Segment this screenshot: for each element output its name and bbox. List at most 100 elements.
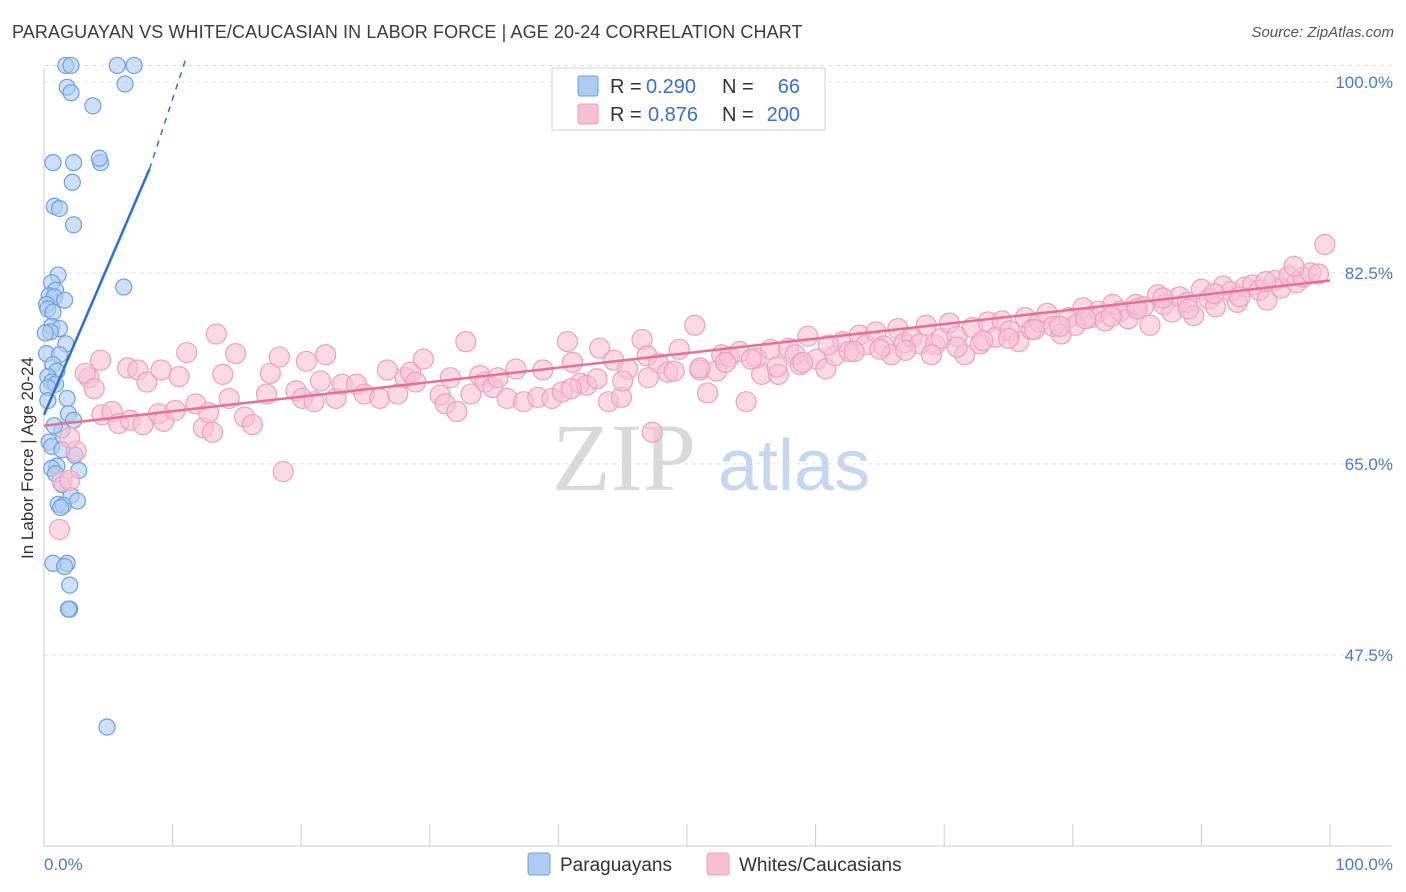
legend-n-label-whites: N =: [722, 104, 754, 126]
point-s1-86: [684, 314, 706, 336]
point-s1-48: [376, 359, 398, 381]
point-s1-56: [439, 367, 461, 389]
point-s1-26: [201, 421, 224, 443]
point-s1-30: [225, 343, 247, 365]
point-s1-199: [560, 377, 582, 400]
legend-n-label-paraguayans: N =: [722, 76, 754, 98]
point-s0-3: [125, 56, 143, 75]
point-s1-7: [83, 377, 105, 400]
point-s0-15: [64, 216, 83, 234]
point-s1-188: [843, 340, 865, 363]
point-s1-47: [369, 387, 391, 410]
point-s0-9: [64, 154, 83, 172]
point-s1-22: [176, 341, 198, 364]
point-s0-61: [98, 718, 116, 736]
point-s1-182: [997, 327, 1020, 349]
trend-line-paraguayans-extension: [148, 59, 187, 170]
point-s1-186: [895, 339, 917, 361]
y-tick-labels: 100.0% 82.5% 65.0% 47.5%: [1335, 73, 1393, 665]
x-tick-label-1: 100.0%: [1335, 855, 1393, 874]
point-s1-36: [272, 460, 294, 483]
point-s1-63: [487, 367, 509, 389]
point-s1-194: [689, 357, 711, 379]
point-s1-185: [920, 344, 942, 366]
point-s1-0: [48, 518, 71, 541]
y-tick-label-2: 65.0%: [1345, 455, 1393, 474]
point-s1-189: [817, 334, 840, 356]
series-legend-swatch-whites: [706, 852, 730, 876]
point-s0-22: [55, 291, 74, 309]
legend-r-value-paraguayans: 0.290: [646, 76, 696, 98]
point-s0-64: [64, 411, 83, 429]
point-s1-2: [59, 469, 81, 491]
point-s1-32: [241, 414, 263, 436]
point-s1-88: [696, 382, 719, 404]
series-legend-swatch-paraguayans: [527, 852, 551, 876]
y-tick-label-3: 47.5%: [1345, 646, 1393, 665]
point-s1-42: [315, 344, 337, 366]
point-s1-180: [1049, 315, 1071, 337]
point-s1-57: [446, 400, 468, 423]
x-tick-labels: 0.0% 100.0%: [44, 855, 1393, 874]
point-s0-51: [68, 492, 87, 510]
source-credit: Source: ZipAtlas.com: [1251, 24, 1394, 41]
point-s1-21: [168, 365, 190, 388]
point-s1-101: [797, 325, 819, 347]
legend-r-label-paraguayans: R =: [610, 76, 642, 98]
point-s1-65: [505, 358, 527, 380]
trend-line-whites: [43, 279, 1331, 427]
point-s1-187: [869, 338, 891, 360]
point-s0-18: [115, 278, 133, 296]
point-s1-58: [455, 331, 477, 353]
point-s1-93: [735, 391, 757, 413]
legend-swatch-paraguayans: [577, 75, 599, 97]
point-s1-171: [1283, 255, 1305, 277]
point-s1-28: [212, 363, 234, 385]
scatter-points: [36, 56, 1336, 736]
y-tick-label-1: 82.5%: [1345, 264, 1393, 283]
point-s1-192: [740, 348, 762, 370]
point-s1-175: [1177, 298, 1200, 320]
point-s0-60: [59, 600, 78, 618]
legend-r-value-whites: 0.876: [648, 104, 698, 126]
point-s0-58: [61, 576, 79, 594]
point-s1-39: [295, 350, 317, 372]
point-s1-72: [561, 351, 584, 373]
point-s1-16: [136, 371, 158, 393]
point-s0-12: [63, 173, 81, 191]
series-legend-label-paraguayans: Paraguayans: [560, 855, 672, 876]
y-tick-label-0: 100.0%: [1335, 73, 1393, 92]
point-s0-54: [52, 498, 70, 517]
point-s1-146: [1139, 314, 1161, 336]
point-s1-179: [1075, 308, 1097, 330]
point-s1-169: [1307, 263, 1330, 285]
trend-lines: [42, 59, 1331, 427]
point-s0-7: [84, 97, 102, 115]
point-s1-53: [412, 348, 434, 370]
point-s1-9: [89, 349, 112, 371]
point-s0-2: [108, 56, 126, 75]
legend-swatch-whites: [577, 103, 599, 125]
point-s1-196: [637, 367, 660, 389]
x-tick-label-0: 0.0%: [44, 855, 83, 874]
point-s1-27: [205, 323, 227, 345]
point-s1-181: [1023, 319, 1045, 341]
point-s1-198: [586, 368, 608, 390]
point-s1-195: [663, 360, 685, 382]
y-axis-label: In Labor Force | Age 20-24: [18, 357, 37, 559]
point-s0-1: [62, 56, 80, 75]
point-s1-190: [792, 351, 814, 373]
point-s1-59: [460, 383, 482, 405]
point-s1-197: [612, 370, 634, 392]
chart-title: PARAGUAYAN VS WHITE/CAUCASIAN IN LABOR F…: [12, 22, 803, 42]
point-s0-29: [36, 324, 54, 342]
point-s1-75: [588, 337, 611, 359]
point-s1-71: [556, 331, 579, 353]
point-s1-85: [668, 338, 690, 360]
point-s0-5: [116, 75, 134, 93]
point-s1-193: [714, 351, 737, 373]
point-s0-11: [90, 149, 108, 167]
point-s0-14: [50, 199, 69, 218]
legend-n-value-whites: 200: [767, 104, 800, 126]
watermark-zip: ZIP: [552, 404, 696, 511]
